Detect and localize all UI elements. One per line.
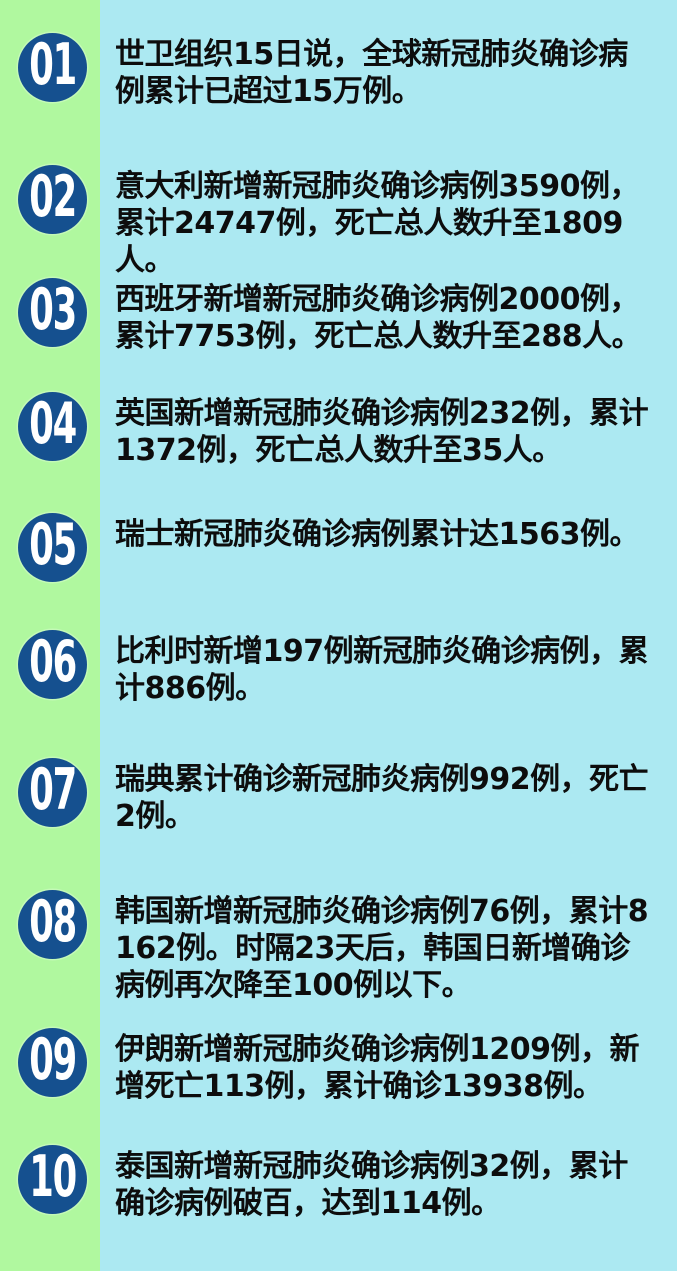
item-number: 04	[29, 391, 77, 457]
news-item: 02 意大利新增新冠肺炎确诊病例3590例，累计24747例，死亡总人数升至18…	[0, 165, 677, 279]
item-text: 伊朗新增新冠肺炎确诊病例1209例，新增死亡113例，累计确诊13938例。	[115, 1032, 640, 1104]
news-item: 07 瑞典累计确诊新冠肺炎病例992例，死亡2例。	[0, 758, 677, 835]
news-item: 09 伊朗新增新冠肺炎确诊病例1209例，新增死亡113例，累计确诊13938例…	[0, 1028, 677, 1105]
item-number: 10	[29, 1144, 77, 1210]
item-number-badge: 04	[18, 392, 87, 461]
item-number: 03	[29, 277, 77, 343]
item-number: 07	[29, 757, 77, 823]
news-item: 05 瑞士新冠肺炎确诊病例累计达1563例。	[0, 513, 677, 582]
news-item: 03 西班牙新增新冠肺炎确诊病例2000例，累计7753例，死亡总人数升至288…	[0, 278, 677, 355]
item-number-badge: 08	[18, 890, 87, 959]
news-item: 10 泰国新增新冠肺炎确诊病例32例，累计确诊病例破百，达到114例。	[0, 1145, 677, 1222]
news-item: 06 比利时新增197例新冠肺炎确诊病例，累计886例。	[0, 630, 677, 707]
item-text: 韩国新增新冠肺炎确诊病例76例，累计8162例。时隔23天后，韩国日新增确诊病例…	[115, 894, 649, 1003]
item-text: 西班牙新增新冠肺炎确诊病例2000例，累计7753例，死亡总人数升至288人。	[115, 282, 642, 354]
item-number: 01	[29, 32, 77, 98]
item-text: 瑞典累计确诊新冠肺炎病例992例，死亡2例。	[115, 762, 649, 834]
item-text: 意大利新增新冠肺炎确诊病例3590例，累计24747例，死亡总人数升至1809人…	[115, 169, 640, 278]
item-number-badge: 10	[18, 1145, 87, 1214]
item-number-badge: 06	[18, 630, 87, 699]
item-number: 05	[29, 512, 77, 578]
news-item: 04 英国新增新冠肺炎确诊病例232例，累计1372例，死亡总人数升至35人。	[0, 392, 677, 469]
item-text: 世卫组织15日说，全球新冠肺炎确诊病例累计已超过15万例。	[115, 37, 628, 109]
item-number: 02	[29, 164, 77, 230]
item-number-badge: 01	[18, 33, 87, 102]
item-text: 泰国新增新冠肺炎确诊病例32例，累计确诊病例破百，达到114例。	[115, 1149, 628, 1221]
item-number-badge: 05	[18, 513, 87, 582]
item-number-badge: 03	[18, 278, 87, 347]
item-text: 比利时新增197例新冠肺炎确诊病例，累计886例。	[115, 634, 649, 706]
item-number: 09	[29, 1027, 77, 1093]
news-item: 08 韩国新增新冠肺炎确诊病例76例，累计8162例。时隔23天后，韩国日新增确…	[0, 890, 677, 1004]
item-number-badge: 02	[18, 165, 87, 234]
item-number-badge: 09	[18, 1028, 87, 1097]
news-item: 01 世卫组织15日说，全球新冠肺炎确诊病例累计已超过15万例。	[0, 33, 677, 110]
item-text: 英国新增新冠肺炎确诊病例232例，累计1372例，死亡总人数升至35人。	[115, 396, 649, 468]
item-number: 06	[29, 629, 77, 695]
item-text: 瑞士新冠肺炎确诊病例累计达1563例。	[115, 517, 640, 552]
item-number: 08	[29, 889, 77, 955]
item-number-badge: 07	[18, 758, 87, 827]
